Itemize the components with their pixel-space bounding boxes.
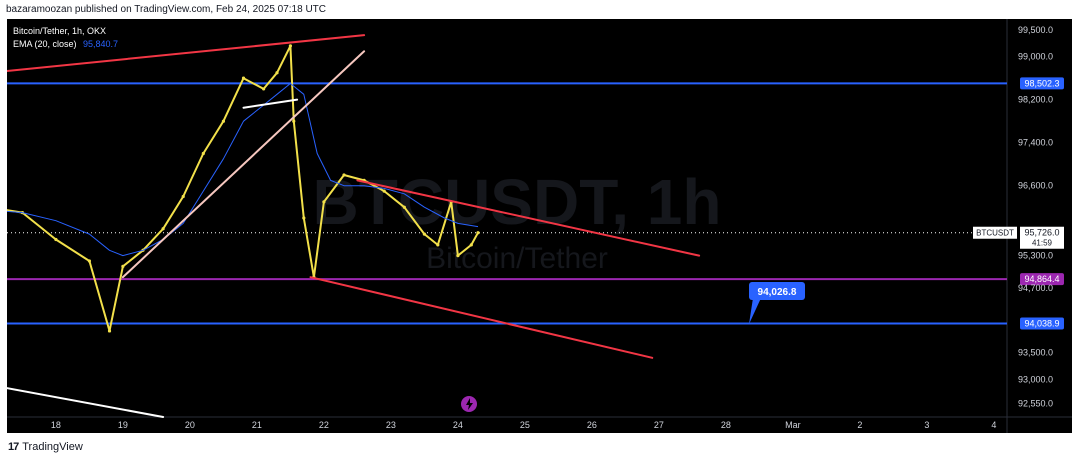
y-tick-label: 94,700.0	[1018, 283, 1053, 293]
price-chart[interactable]: BTCUSDT, 1h Bitcoin/Tether 98,502.3 94,86…	[0, 19, 1072, 433]
y-tick-label: 93,000.0	[1018, 374, 1053, 384]
tradingview-logo-icon: 17	[8, 441, 19, 453]
callout-text: 94,026.8	[758, 287, 797, 298]
price-point	[262, 87, 266, 91]
footer: 17 TradingView	[8, 441, 83, 453]
y-tick-label: 98,200.0	[1018, 95, 1053, 105]
price-point	[322, 200, 326, 204]
x-tick-label: 23	[386, 420, 396, 430]
x-tick-label: 25	[520, 420, 530, 430]
chart-area[interactable]: BTCUSDT, 1h Bitcoin/Tether 98,502.3 94,86…	[0, 19, 1072, 433]
price-levels: 98,502.3 94,864.4 94,038.9 BTCUSDT 95,726.04…	[7, 77, 1064, 330]
level-tag-text-low: 94,864.4	[1024, 274, 1059, 284]
price-point	[476, 231, 480, 235]
legend-ema-label: EMA (20, close)	[13, 39, 77, 49]
grid	[7, 19, 1072, 433]
footer-brand: TradingView	[22, 441, 83, 453]
chart-background	[7, 19, 1072, 433]
callout-bubble	[749, 282, 805, 300]
price-point	[288, 44, 293, 48]
price-point	[456, 254, 460, 258]
y-tick-label: 95,300.0	[1018, 251, 1053, 261]
y-tick-label: 99,500.0	[1018, 25, 1053, 35]
price-point	[422, 232, 427, 236]
level-tag-text-resistance: 98,502.3	[1024, 78, 1059, 88]
x-tick-label: 28	[721, 420, 731, 430]
legend-symbol: Bitcoin/Tether, 1h, OKX	[13, 26, 106, 36]
price-point	[54, 237, 58, 242]
current-symbol-text: BTCUSDT	[976, 229, 1014, 238]
price-point	[382, 189, 386, 193]
trendlines	[0, 34, 701, 418]
price-point	[402, 205, 406, 209]
price-point	[302, 216, 306, 220]
price-point	[107, 329, 112, 333]
price-point	[275, 71, 279, 75]
level-tag-support	[1020, 317, 1064, 330]
price-point	[469, 243, 473, 247]
x-tick-label: 26	[587, 420, 597, 430]
price-point	[241, 76, 246, 80]
price-point	[87, 259, 92, 263]
lightning-bolt-icon	[466, 398, 473, 410]
countdown-text: 41:59	[1032, 239, 1053, 248]
price-point	[342, 173, 346, 177]
x-tick-label: 20	[185, 420, 195, 430]
level-tag-text-support: 94,038.9	[1024, 318, 1059, 328]
publisher-header: bazaramoozan published on TradingView.co…	[6, 4, 327, 15]
trendline	[356, 179, 701, 257]
x-tick-label: 4	[991, 420, 996, 430]
y-tick-label: 93,500.0	[1018, 347, 1053, 357]
price-point	[292, 119, 296, 123]
x-tick-label: 19	[118, 420, 128, 430]
level-tag-low	[1020, 273, 1064, 286]
price-point	[161, 227, 165, 231]
x-tick-label: 22	[319, 420, 329, 430]
x-tick-label: 24	[453, 420, 463, 430]
price-point	[221, 119, 226, 123]
trendline	[309, 276, 654, 359]
x-tick-label: 18	[51, 420, 61, 430]
x-tick-label: 21	[252, 420, 262, 430]
trendline	[0, 34, 366, 73]
current-price-tag	[1020, 226, 1064, 249]
price-point	[201, 151, 205, 156]
level-tag-resistance	[1020, 77, 1064, 90]
trendline	[242, 98, 299, 109]
y-tick-label: 99,000.0	[1018, 52, 1053, 62]
legend-ema-value: 95,840.7	[83, 39, 118, 49]
price-point	[181, 194, 185, 199]
y-tick-label: 97,400.0	[1018, 138, 1053, 148]
watermark-ticker: BTCUSDT, 1h	[313, 166, 722, 238]
y-axis: 99,500.0 99,000.0 98,200.0 97,400.0 96,600.0…	[1018, 25, 1053, 409]
x-tick-label: 3	[924, 420, 929, 430]
x-tick-label: 27	[654, 420, 664, 430]
current-price-text: 95,726.0	[1024, 228, 1059, 238]
watermark-name: Bitcoin/Tether	[426, 242, 608, 275]
x-tick-label: Mar	[785, 420, 801, 430]
ema-line	[0, 83, 479, 257]
y-tick-label: 92,550.0	[1018, 399, 1053, 409]
price-point	[436, 243, 440, 247]
x-axis: 18 19 20 21 22 23 24 25 26 27 28 Mar 2 3 4	[51, 420, 997, 430]
current-symbol-tag	[973, 226, 1017, 239]
callout-pointer	[749, 298, 761, 325]
trendline	[121, 50, 366, 279]
trendline	[0, 385, 165, 418]
x-tick-label: 2	[857, 420, 862, 430]
price-point	[121, 264, 125, 269]
y-tick-label: 96,600.0	[1018, 181, 1053, 191]
markers: 94,026.8	[461, 282, 805, 412]
